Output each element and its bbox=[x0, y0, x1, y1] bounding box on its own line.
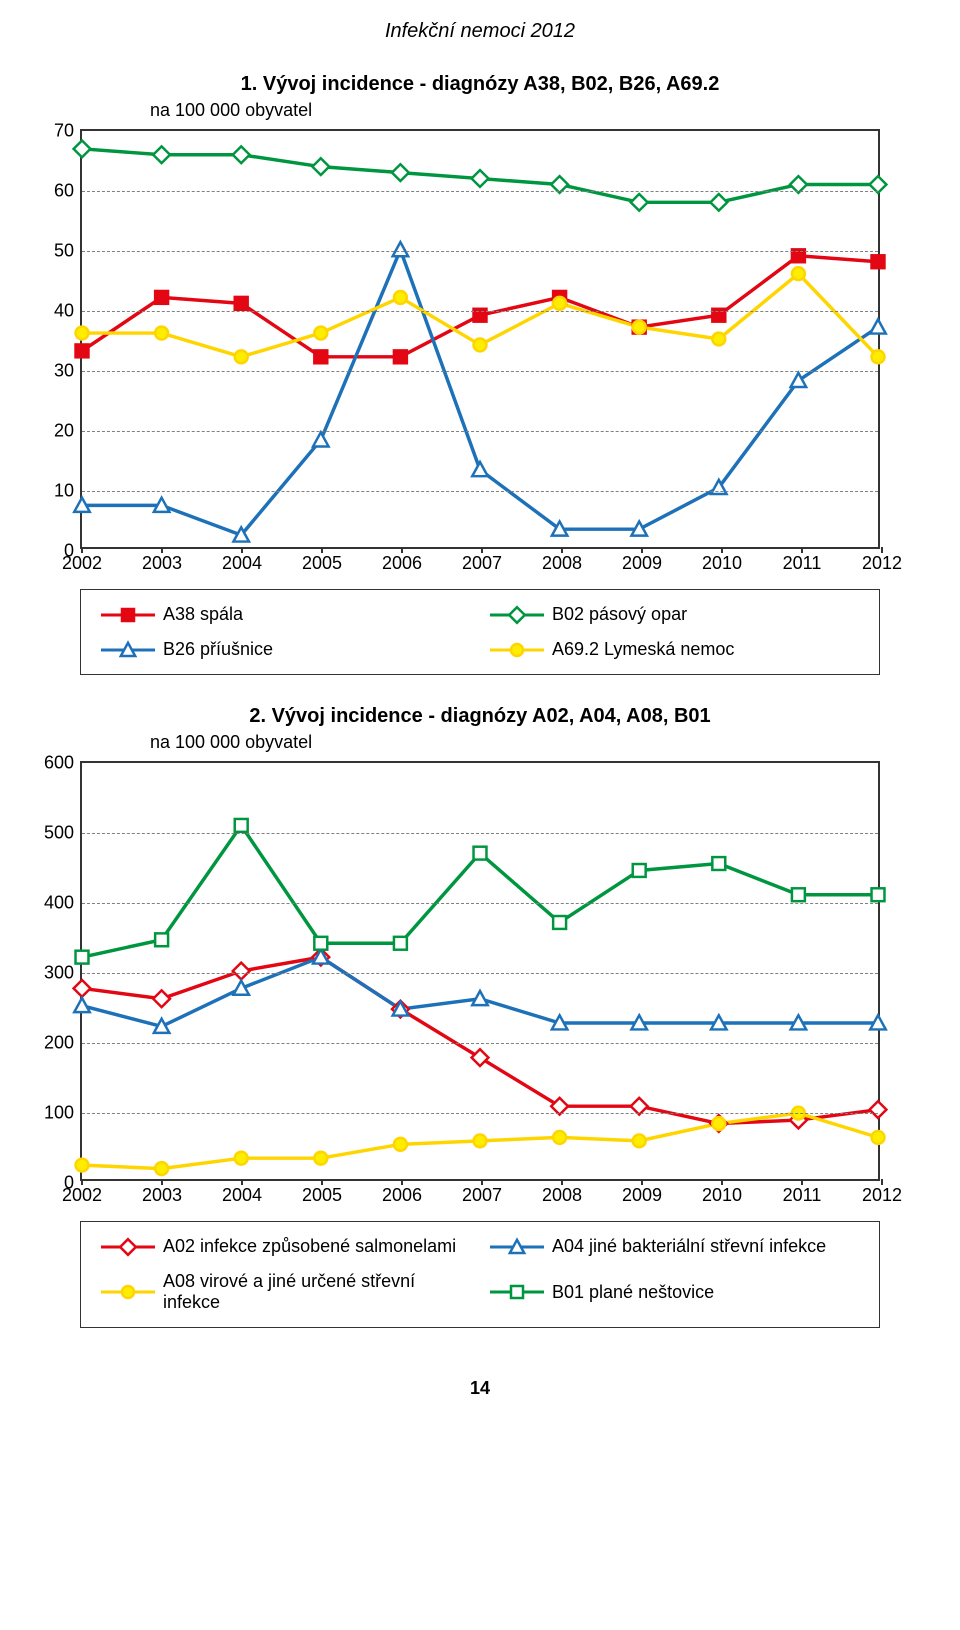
legend-swatch bbox=[490, 1237, 544, 1257]
x-axis-label: 2004 bbox=[222, 547, 262, 574]
chart-1-plot-frame: 0102030405060702002200320042005200620072… bbox=[80, 129, 880, 549]
chart-2-legend: A02 infekce způsobené salmonelami A04 ji… bbox=[80, 1221, 880, 1328]
x-axis-label: 2012 bbox=[862, 1179, 902, 1206]
chart-1-plot-area: 0102030405060702002200320042005200620072… bbox=[80, 129, 880, 549]
gridline bbox=[82, 833, 878, 834]
y-axis-label: 600 bbox=[44, 753, 82, 774]
legend-label: A38 spála bbox=[163, 604, 243, 625]
legend-label: A69.2 Lymeská nemoc bbox=[552, 639, 734, 660]
y-axis-label: 400 bbox=[44, 893, 82, 914]
x-axis-label: 2005 bbox=[302, 547, 342, 574]
y-axis-label: 20 bbox=[54, 421, 82, 442]
chart-2-svg bbox=[82, 763, 878, 1179]
gridline bbox=[82, 1043, 878, 1044]
gridline bbox=[82, 371, 878, 372]
legend-item: B02 pásový opar bbox=[490, 604, 859, 625]
chart-2-plot-frame: 0100200300400500600200220032004200520062… bbox=[80, 761, 880, 1181]
x-axis-label: 2005 bbox=[302, 1179, 342, 1206]
y-axis-label: 200 bbox=[44, 1033, 82, 1054]
legend-item: B26 příušnice bbox=[101, 639, 470, 660]
legend-item: A08 virové a jiné určené střevní infekce bbox=[101, 1271, 470, 1313]
chart-1-legend: A38 spála B02 pásový opar B26 příušnice … bbox=[80, 589, 880, 675]
legend-label: A04 jiné bakteriální střevní infekce bbox=[552, 1236, 826, 1257]
legend-item: A69.2 Lymeská nemoc bbox=[490, 639, 859, 660]
legend-label: A02 infekce způsobené salmonelami bbox=[163, 1236, 456, 1257]
x-axis-label: 2008 bbox=[542, 547, 582, 574]
chart-1-subtitle: na 100 000 obyvatel bbox=[150, 100, 900, 121]
gridline bbox=[82, 1113, 878, 1114]
x-axis-label: 2007 bbox=[462, 1179, 502, 1206]
legend-label: B02 pásový opar bbox=[552, 604, 687, 625]
x-axis-label: 2012 bbox=[862, 547, 902, 574]
x-axis-label: 2004 bbox=[222, 1179, 262, 1206]
legend-label: A08 virové a jiné určené střevní infekce bbox=[163, 1271, 470, 1313]
legend-swatch bbox=[490, 605, 544, 625]
x-axis-label: 2011 bbox=[783, 1179, 822, 1206]
legend-swatch bbox=[490, 1282, 544, 1302]
x-axis-label: 2011 bbox=[783, 547, 822, 574]
y-axis-label: 60 bbox=[54, 181, 82, 202]
chart-2-title: 2. Vývoj incidence - diagnózy A02, A04, … bbox=[60, 705, 900, 728]
x-axis-label: 2006 bbox=[382, 547, 422, 574]
legend-swatch bbox=[101, 640, 155, 660]
legend-item: B01 plané neštovice bbox=[490, 1271, 859, 1313]
gridline bbox=[82, 491, 878, 492]
x-axis-label: 2010 bbox=[702, 1179, 742, 1206]
legend-swatch bbox=[101, 605, 155, 625]
x-axis-label: 2008 bbox=[542, 1179, 582, 1206]
legend-item: A04 jiné bakteriální střevní infekce bbox=[490, 1236, 859, 1257]
gridline bbox=[82, 191, 878, 192]
document-page: Infekční nemoci 2012 1. Vývoj incidence … bbox=[0, 0, 960, 1439]
chart-2-container: 2. Vývoj incidence - diagnózy A02, A04, … bbox=[60, 705, 900, 1328]
legend-item: A38 spála bbox=[101, 604, 470, 625]
legend-swatch bbox=[101, 1237, 155, 1257]
gridline bbox=[82, 973, 878, 974]
legend-item: A02 infekce způsobené salmonelami bbox=[101, 1236, 470, 1257]
legend-label: B26 příušnice bbox=[163, 639, 273, 660]
y-axis-label: 500 bbox=[44, 823, 82, 844]
page-header: Infekční nemoci 2012 bbox=[60, 20, 900, 43]
y-axis-label: 100 bbox=[44, 1103, 82, 1124]
x-axis-label: 2006 bbox=[382, 1179, 422, 1206]
x-axis-label: 2010 bbox=[702, 547, 742, 574]
chart-1-svg bbox=[82, 131, 878, 547]
x-axis-label: 2003 bbox=[142, 1179, 182, 1206]
x-axis-label: 2002 bbox=[62, 547, 102, 574]
y-axis-label: 10 bbox=[54, 481, 82, 502]
y-axis-label: 300 bbox=[44, 963, 82, 984]
chart-2-subtitle: na 100 000 obyvatel bbox=[150, 732, 900, 753]
x-axis-label: 2003 bbox=[142, 547, 182, 574]
legend-label: B01 plané neštovice bbox=[552, 1282, 714, 1303]
y-axis-label: 50 bbox=[54, 241, 82, 262]
x-axis-label: 2009 bbox=[622, 547, 662, 574]
gridline bbox=[82, 311, 878, 312]
legend-swatch bbox=[490, 640, 544, 660]
x-axis-label: 2009 bbox=[622, 1179, 662, 1206]
legend-swatch bbox=[101, 1282, 155, 1302]
x-axis-label: 2002 bbox=[62, 1179, 102, 1206]
gridline bbox=[82, 251, 878, 252]
y-axis-label: 40 bbox=[54, 301, 82, 322]
chart-1-container: 1. Vývoj incidence - diagnózy A38, B02, … bbox=[60, 73, 900, 675]
chart-2-plot-area: 0100200300400500600200220032004200520062… bbox=[80, 761, 880, 1181]
y-axis-label: 70 bbox=[54, 121, 82, 142]
y-axis-label: 30 bbox=[54, 361, 82, 382]
chart-1-title: 1. Vývoj incidence - diagnózy A38, B02, … bbox=[60, 73, 900, 96]
page-number: 14 bbox=[60, 1378, 900, 1399]
gridline bbox=[82, 431, 878, 432]
gridline bbox=[82, 903, 878, 904]
x-axis-label: 2007 bbox=[462, 547, 502, 574]
